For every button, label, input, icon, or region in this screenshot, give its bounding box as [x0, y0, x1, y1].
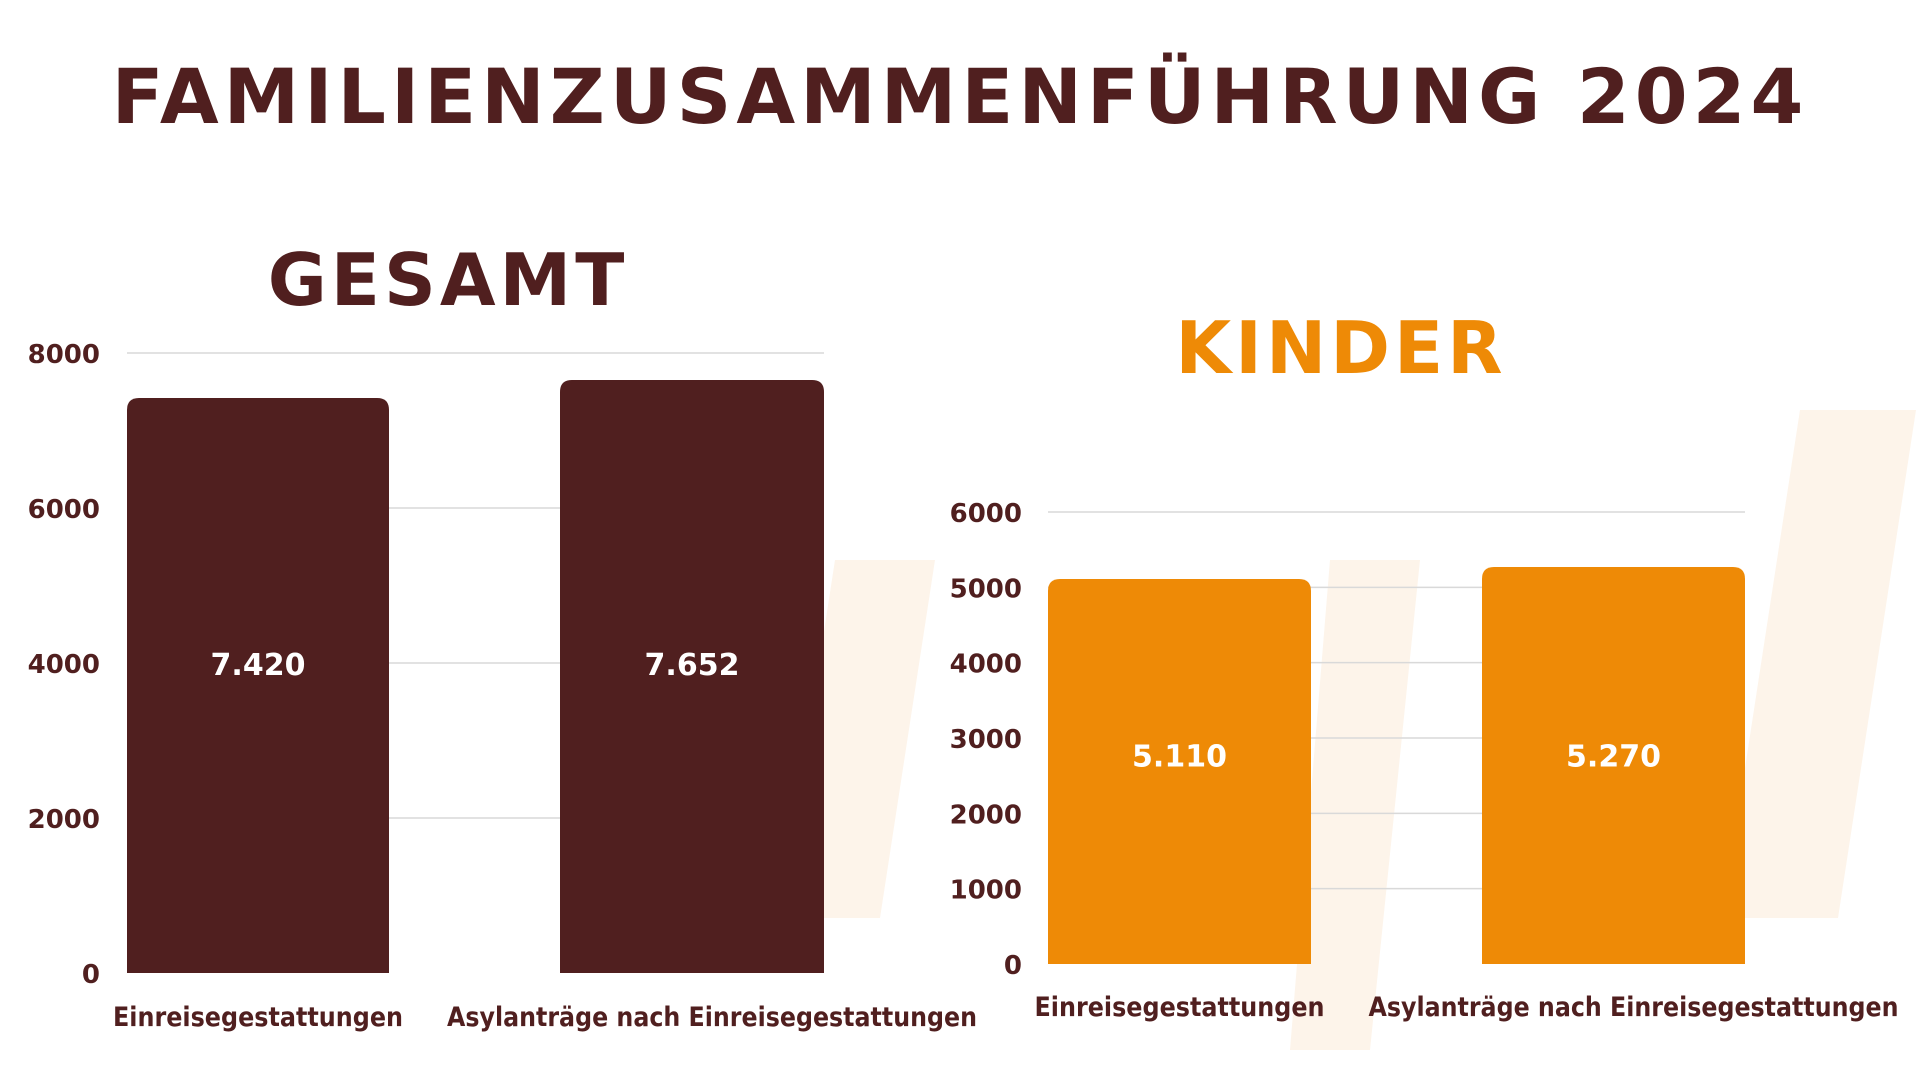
- y-tick-label: 4000: [950, 650, 1022, 680]
- y-tick-label: 2000: [28, 805, 100, 835]
- y-tick-label: 2000: [950, 800, 1022, 830]
- watermark-letter-y: [1290, 560, 1420, 1050]
- y-tick-label: 6000: [950, 499, 1022, 529]
- y-tick-label: 0: [82, 960, 100, 990]
- watermark-letter-l: [1722, 410, 1916, 918]
- y-tick-label: 1000: [950, 876, 1022, 906]
- data-label: 5.110: [1132, 739, 1227, 774]
- category-label: Einreisegestattungen: [113, 1002, 403, 1033]
- y-tick-label: 4000: [28, 650, 100, 680]
- y-tick-label: 6000: [28, 495, 100, 525]
- chart-title-kinder: KINDER: [1175, 306, 1507, 390]
- data-label: 5.270: [1566, 739, 1661, 774]
- chart-title-gesamt: GESAMT: [267, 238, 629, 322]
- y-tick-label: 3000: [950, 725, 1022, 755]
- bar: [1048, 579, 1311, 964]
- bar: [1482, 566, 1745, 964]
- category-label: Asylanträge nach Einreisegestattungen: [1369, 992, 1899, 1023]
- y-tick-label: 8000: [28, 340, 100, 370]
- data-label: 7.652: [645, 648, 740, 683]
- bar: [560, 379, 824, 974]
- category-label: Asylanträge nach Einreisegestattungen: [447, 1002, 977, 1033]
- bar: [127, 397, 389, 973]
- category-label: Einreisegestattungen: [1035, 992, 1325, 1023]
- page-title: FAMILIENZUSAMMENFÜHRUNG 2024: [111, 52, 1809, 141]
- data-label: 7.420: [211, 648, 306, 683]
- y-tick-label: 0: [1004, 951, 1022, 981]
- y-tick-label: 5000: [950, 574, 1022, 604]
